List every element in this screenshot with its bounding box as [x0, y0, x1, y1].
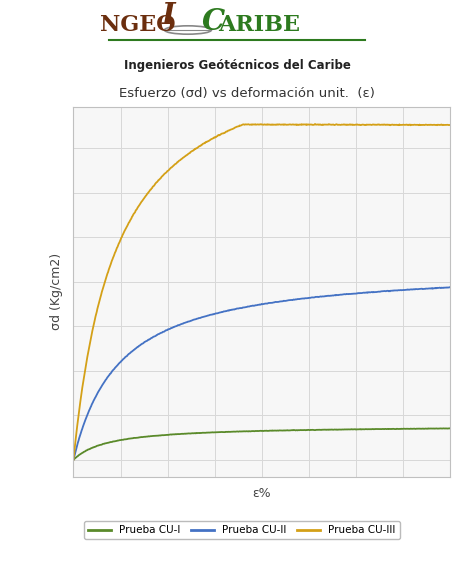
Text: Esfuerzo (σd) vs deformación unit.  (ε): Esfuerzo (σd) vs deformación unit. (ε): [118, 86, 374, 100]
Text: NGEO: NGEO: [100, 14, 175, 36]
Text: C: C: [202, 7, 225, 36]
Text: Ingenieros Geótécnicos del Caribe: Ingenieros Geótécnicos del Caribe: [124, 59, 350, 72]
X-axis label: ε%: ε%: [253, 487, 271, 500]
Text: I: I: [162, 1, 175, 30]
Legend: Prueba CU-I, Prueba CU-II, Prueba CU-III: Prueba CU-I, Prueba CU-II, Prueba CU-III: [84, 521, 400, 539]
Text: ARIBE: ARIBE: [218, 14, 300, 36]
Y-axis label: σd (Kg/cm2): σd (Kg/cm2): [50, 253, 63, 331]
